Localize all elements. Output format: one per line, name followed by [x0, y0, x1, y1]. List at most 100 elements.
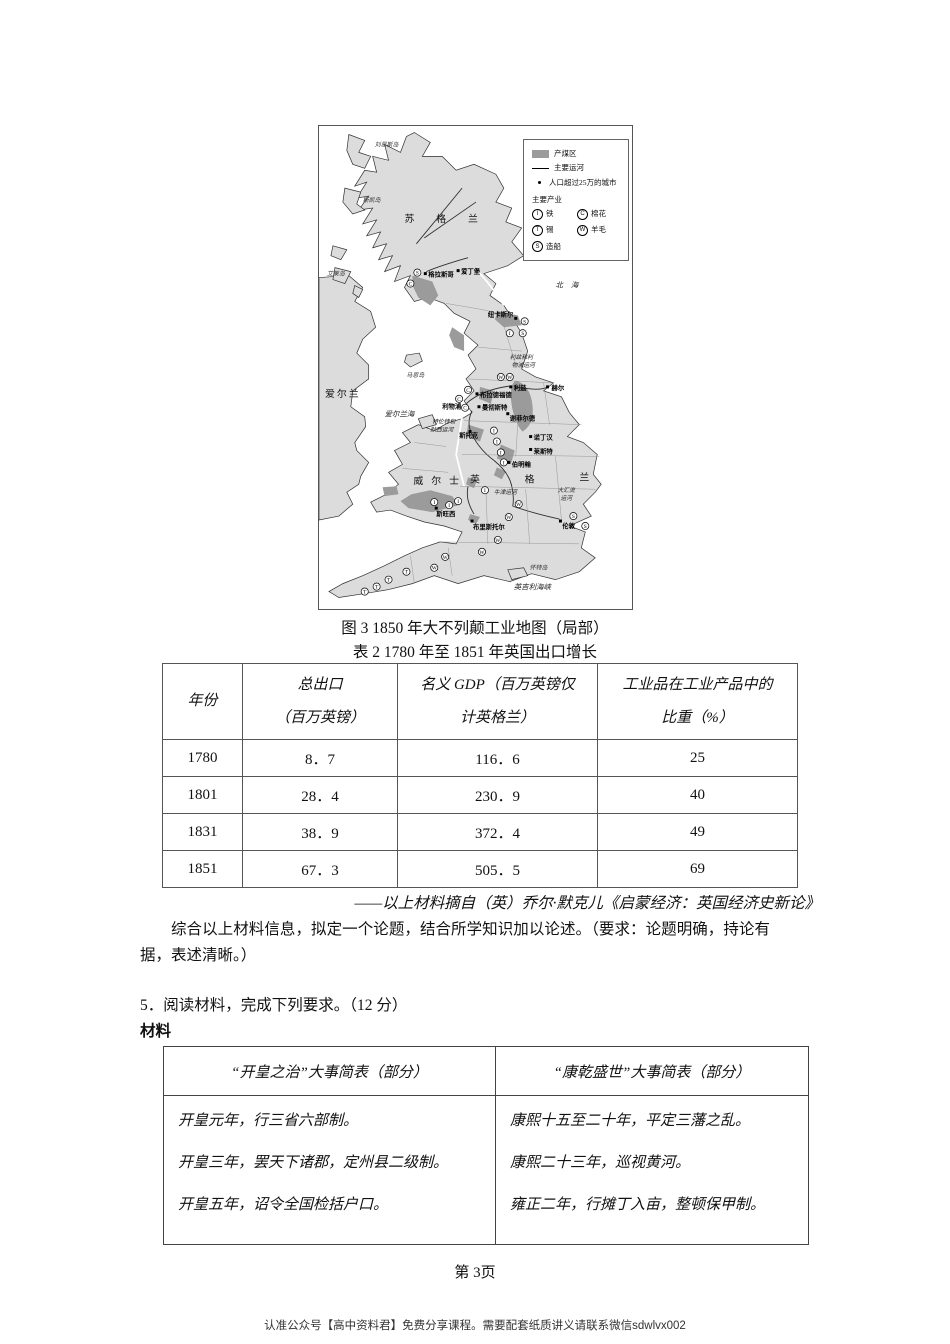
city-dot-icon: [529, 447, 533, 451]
map-label-sea: 英吉利海峡: [514, 583, 553, 592]
industry-symbol-icon: [481, 486, 489, 495]
city-dot-icon: [546, 385, 550, 389]
industry-symbol-icon: [384, 575, 393, 584]
event-item: 开皇五年，诏令全国检括户口。: [178, 1197, 389, 1213]
legend-industry-title: 主要产业: [532, 194, 562, 204]
city-dot-icon: [507, 460, 511, 464]
industry-symbol-letter: T: [405, 570, 409, 576]
industry-symbol-icon: [493, 535, 502, 544]
industry-symbol-letter: W: [507, 375, 513, 381]
kaihuang-events-cell: 开皇元年，行三省六部制。 开皇三年，罢天下诸郡，定州县二级制。 开皇五年，诏令全…: [163, 1095, 496, 1245]
legend-canal-row: 主要运河: [532, 161, 622, 175]
city-dot-icon: [423, 272, 427, 276]
industry-symbol-letter: W: [479, 550, 485, 556]
map-label-island: 马恩岛: [406, 371, 425, 379]
legend-industry-tin: T 锡: [532, 223, 577, 237]
watermark-text: 认准公众号【高中资料君】免费分享课程。需要配套纸质讲义请联系微信sdwlvx00…: [264, 1320, 686, 1332]
industry-symbol-letter: S: [584, 524, 587, 530]
industry-symbol-icon: [360, 587, 369, 596]
city-dot-icon: [470, 519, 474, 523]
coal-swatch-icon: [532, 150, 549, 159]
canal-line-icon: [532, 167, 549, 169]
source-attribution: ——以上材料摘自（英）乔尔·默克儿《启蒙经济：英国经济史新论》: [354, 895, 820, 912]
city-label: 利物浦: [441, 402, 462, 411]
city-dot-icon: [434, 506, 438, 510]
industry-symbol-letter: S: [572, 514, 575, 520]
legend-industry-grid: I 铁 C 棉花 T 锡 W 羊毛 S 造船: [532, 207, 622, 254]
industry-symbol-icon: [454, 497, 463, 506]
map-legend: 产煤区 主要运河 人口超过25万的城市 主要产业 I 铁 C 棉花: [523, 139, 629, 261]
header-gdp: 名义 GDP（百万英镑仅 计英格兰）: [397, 663, 598, 740]
city-label: 伦敦: [562, 521, 575, 530]
industry-symbol-letter: I: [500, 450, 502, 456]
event-item: 康熙二十三年，巡视黄河。: [510, 1155, 691, 1171]
legend-canal-label: 主要运河: [554, 163, 584, 173]
industry-symbol-icon: [505, 373, 514, 381]
legend-coal-row: 产煤区: [532, 147, 622, 161]
map-caption: 图 3 1850 年大不列颠工业地图（局部）: [341, 620, 609, 637]
industry-symbol-letter: I: [493, 429, 495, 435]
industry-symbol-letter: S: [416, 271, 419, 277]
map-label-canal: 物浦运河: [512, 362, 536, 369]
legend-industry-shipbuilding: S 造船: [532, 240, 577, 254]
industry-symbol-icon: [372, 582, 381, 591]
legend-coal-label: 产煤区: [554, 149, 577, 158]
industry-symbol-icon: [581, 522, 590, 530]
industry-symbol-icon: [569, 512, 578, 520]
industry-symbol-letter: C: [463, 406, 467, 412]
events-comparison-table: “开皇之治”大事简表（部分） “康乾盛世”大事简表（部分） 开皇元年，行三省六部…: [163, 1046, 809, 1245]
city-label: 莱斯特: [534, 446, 554, 455]
industry-symbol-letter: W: [498, 375, 504, 381]
map-label-region: 苏格兰: [404, 212, 499, 225]
task-paragraph: 综合以上材料信息，拟定一个论题，结合所学知识加以论述。（要求：论题明确，持论有据…: [140, 921, 770, 964]
ireland-landmass: [319, 275, 377, 521]
iron-symbol-icon: I: [532, 208, 543, 220]
map-label-canal: 大汇流: [557, 487, 575, 494]
city-label: 格拉斯哥: [428, 270, 454, 279]
industry-symbol-letter: I: [457, 499, 459, 505]
industry-symbol-letter: W: [432, 566, 438, 572]
coal-areas: [382, 275, 533, 524]
city-dot-icon: [514, 316, 518, 320]
industry-symbol-icon: [430, 498, 439, 507]
city-label: 布拉德福德: [480, 390, 512, 399]
industry-symbol-letter: S: [523, 319, 526, 325]
map-label-island: 艾莱岛: [327, 270, 346, 278]
city-label: 赫尔: [552, 383, 565, 392]
legend-city-label: 人口超过25万的城市: [549, 177, 617, 187]
map-label-region: 威尔士: [413, 474, 467, 487]
table-row: 1801 28．4 230．9 40: [162, 776, 798, 814]
events-table-body-row: 开皇元年，行三省六部制。 开皇三年，罢天下诸郡，定州县二级制。 开皇五年，诏令全…: [163, 1095, 809, 1245]
industry-symbol-letter: I: [496, 440, 498, 446]
industry-symbol-letter: W: [495, 538, 501, 544]
city-label: 谢菲尔德: [510, 414, 536, 423]
county-boundaries: [402, 303, 600, 584]
event-item: 开皇三年，罢天下诸郡，定州县二级制。: [178, 1155, 449, 1171]
city-dot-icon: [456, 269, 460, 273]
industry-symbol-icon: [461, 403, 469, 412]
map-label-region: 爱尔兰: [325, 387, 361, 400]
map-label-sea: 爱尔兰海: [385, 410, 416, 419]
city-dot-icon: [558, 519, 562, 523]
industry-symbol-icon: [520, 317, 529, 326]
city-label: 诺丁汉: [534, 433, 554, 442]
white-borders: [455, 270, 505, 487]
table-row: 1831 38．9 372．4 49: [162, 813, 798, 851]
industry-symbol-icon: [496, 373, 505, 381]
islands: [330, 134, 529, 581]
map-label-canal: 牛津运河: [494, 489, 518, 496]
industry-symbol-icon: [504, 513, 513, 521]
industry-symbol-letter: T: [363, 590, 367, 596]
industry-symbol-icon: [406, 279, 415, 288]
city-label: 利兹: [513, 383, 527, 392]
industry-symbol-letter: T: [375, 585, 379, 591]
industry-symbol-icon: [478, 547, 486, 556]
city-dot-icon: [477, 405, 481, 409]
city-dot-icon: [529, 435, 533, 439]
industry-symbol-letter: T: [387, 578, 391, 584]
event-item: 开皇元年，行三省六部制。: [178, 1113, 359, 1129]
industry-symbol-icon: [413, 268, 422, 277]
